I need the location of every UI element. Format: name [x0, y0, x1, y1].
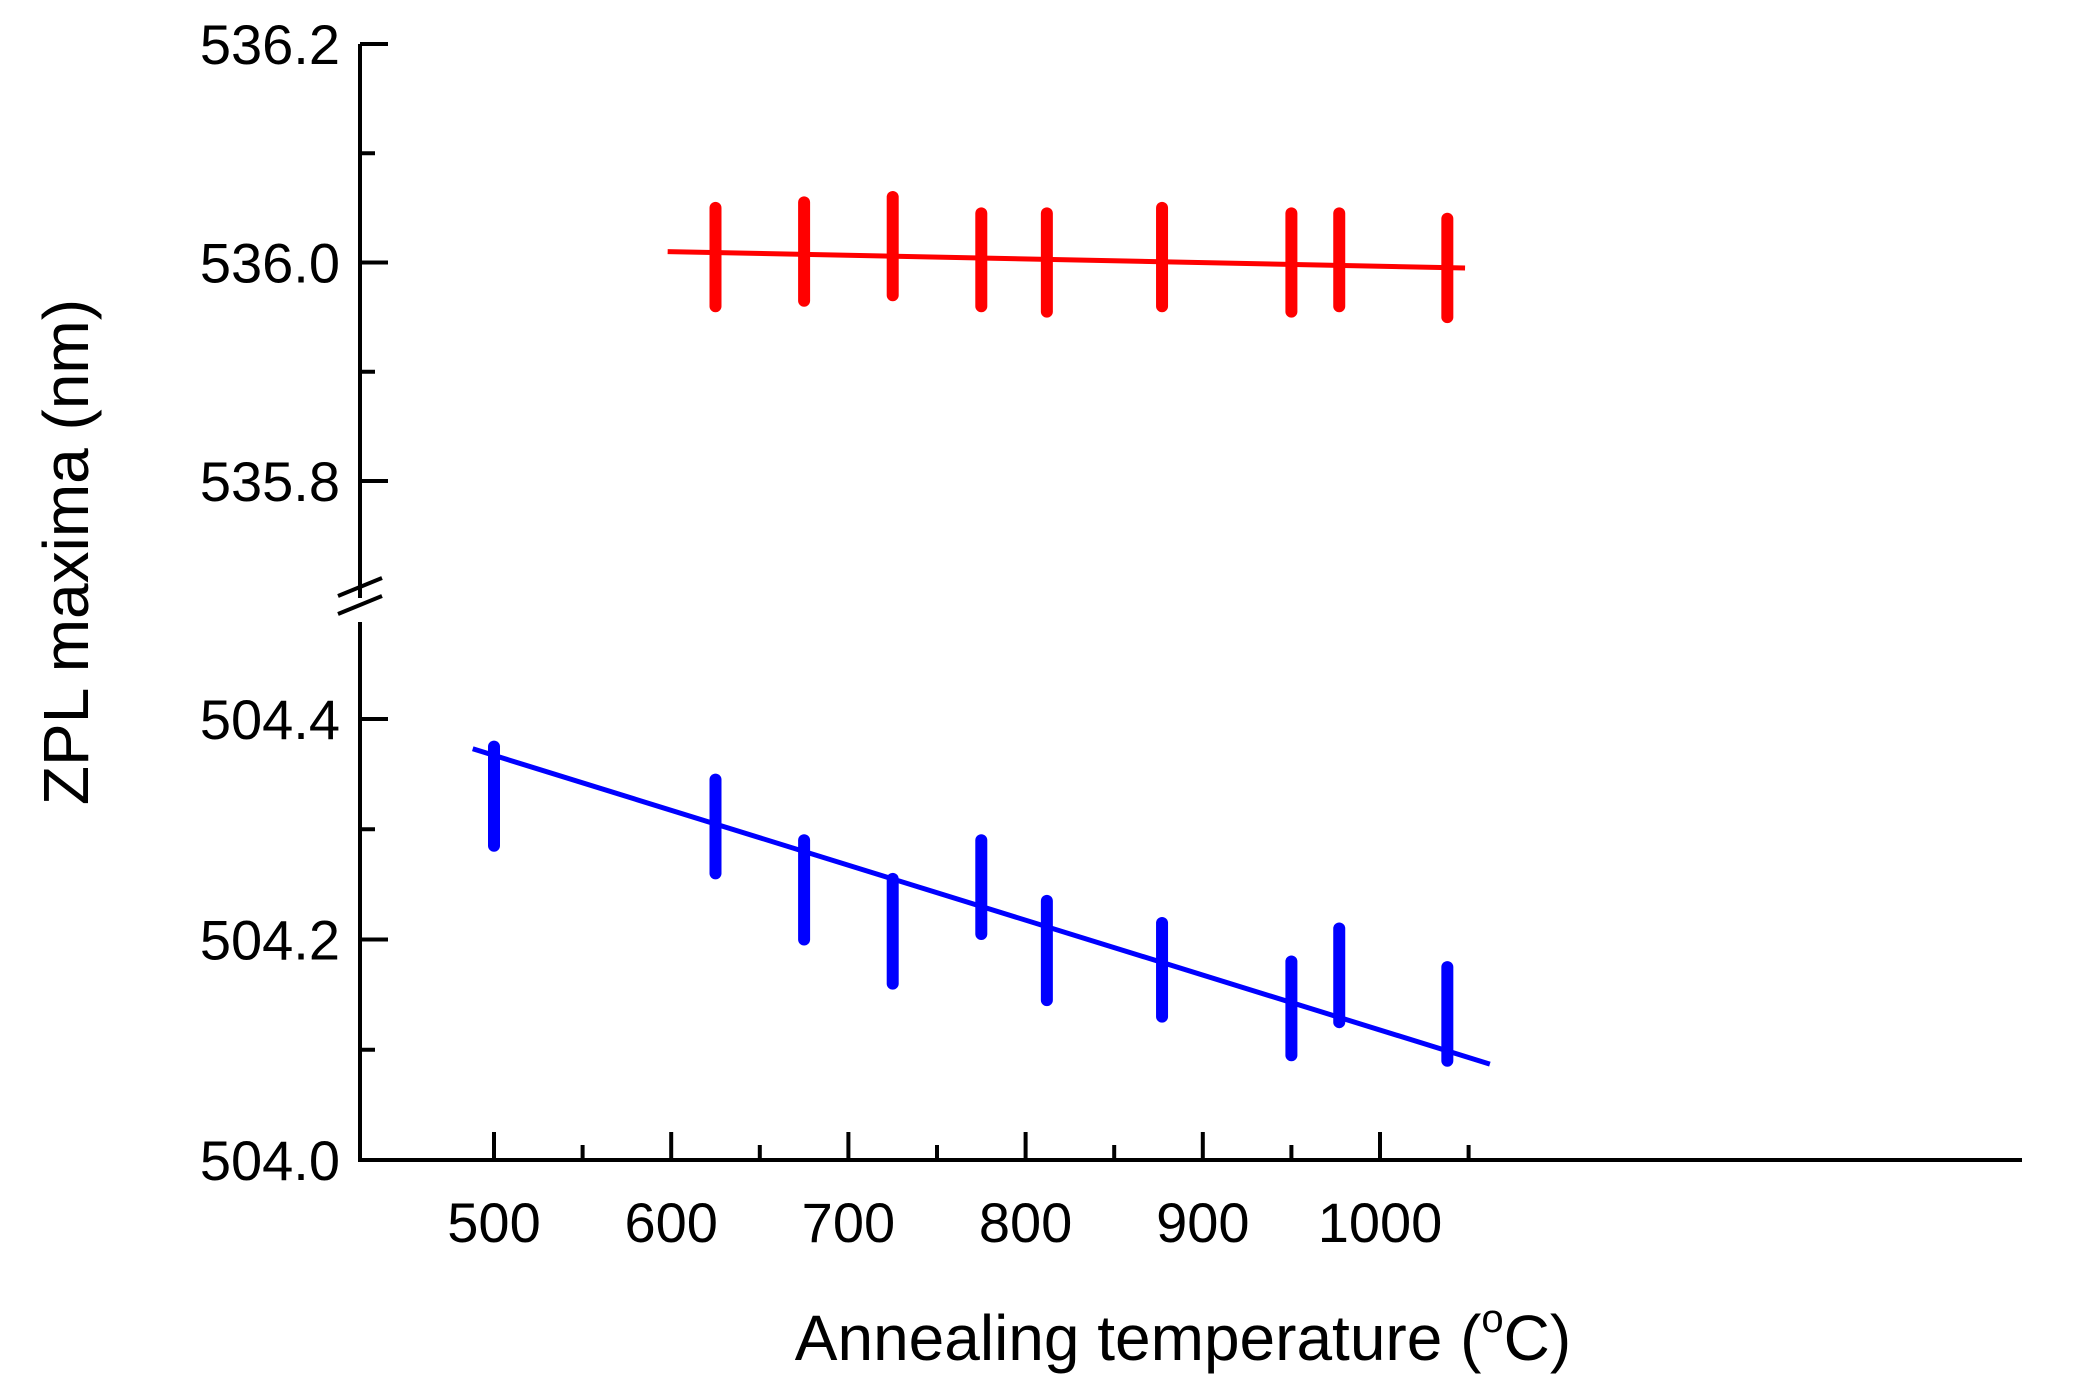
x-tick-label: 500	[447, 1191, 540, 1254]
x-tick-label: 700	[802, 1191, 895, 1254]
x-axis-label-main: Annealing temperature (	[795, 1302, 1482, 1374]
y-tick-label: 504.0	[200, 1129, 340, 1192]
axes	[337, 42, 2022, 1162]
x-tick-label: 800	[979, 1191, 1072, 1254]
x-tick-label: 1000	[1318, 1191, 1443, 1254]
x-tick-label: 600	[624, 1191, 717, 1254]
axis-break-mark	[337, 576, 383, 598]
y-axis-label: ZPL maxima (nm)	[30, 299, 102, 805]
y-tick-label: 536.2	[200, 13, 340, 76]
y-tick-label: 504.4	[200, 688, 340, 751]
fit-line-upper	[667, 249, 1466, 271]
x-tick-label: 900	[1156, 1191, 1249, 1254]
y-tick-label: 504.2	[200, 909, 340, 972]
x-axis-label: Annealing temperature (oC)	[795, 1297, 1571, 1374]
x-axis-label-degree: o	[1481, 1297, 1503, 1341]
x-axis-label-end: C)	[1504, 1302, 1572, 1374]
tick-labels: 535.8 536.0 536.2 504.0 504.2 504.4 500 600 700 8…	[200, 13, 1442, 1254]
axis-break-mark	[337, 594, 383, 616]
y-tick-label: 535.8	[200, 450, 340, 513]
y-tick-label: 536.0	[200, 232, 340, 295]
chart-marks	[471, 190, 1491, 1067]
